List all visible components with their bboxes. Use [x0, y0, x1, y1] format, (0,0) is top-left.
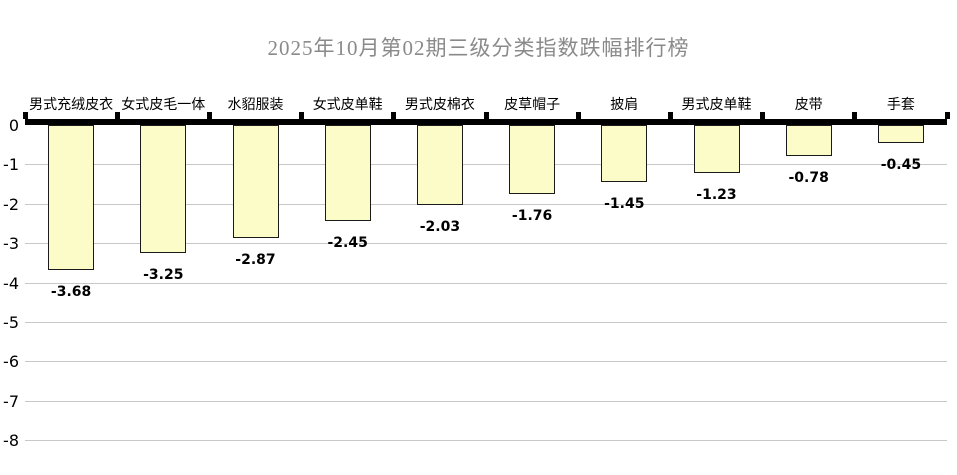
gridline: [25, 400, 947, 402]
category-label: 女式皮毛一体: [121, 98, 206, 113]
value-label: -0.45: [880, 156, 922, 173]
bar: [601, 125, 648, 183]
category-label: 水貂服装: [227, 98, 284, 113]
y-axis-tick-label: -5: [3, 312, 19, 332]
category-label: 女式皮单鞋: [312, 98, 383, 113]
bar: [693, 125, 740, 174]
category-label: 男式充绒皮衣: [29, 98, 114, 113]
x-axis-tick: [667, 112, 673, 119]
gridline: [25, 321, 947, 323]
y-axis-tick-label: -6: [3, 352, 19, 372]
x-axis-tick: [483, 112, 489, 119]
chart-title: 2025年10月第02期三级分类指数跌幅排行榜: [267, 36, 690, 60]
category-label: 男式皮单鞋: [681, 98, 752, 113]
x-axis-line: [25, 119, 947, 125]
value-label: -3.25: [143, 266, 184, 283]
x-axis-tick: [299, 112, 305, 119]
x-axis-tick: [114, 112, 120, 119]
value-label: -1.45: [604, 196, 645, 213]
category-label: 皮带: [794, 98, 823, 113]
x-axis-tick: [944, 112, 950, 119]
bar: [232, 125, 279, 238]
value-label: -0.78: [788, 169, 829, 186]
x-axis-tick: [852, 112, 858, 119]
y-axis-tick-label: -2: [3, 194, 19, 214]
bar: [140, 125, 187, 253]
x-axis-tick: [760, 112, 766, 119]
value-label: -3.68: [50, 283, 92, 300]
value-label: -2.03: [419, 218, 461, 235]
bar: [509, 125, 556, 195]
y-axis-tick-label: -4: [3, 273, 19, 293]
gridline: [25, 203, 947, 205]
value-label: -1.76: [511, 208, 553, 225]
bar: [324, 125, 371, 222]
x-axis-tick: [206, 112, 212, 119]
gridline: [25, 440, 947, 441]
y-axis-tick-label: -3: [3, 234, 19, 254]
category-label: 男式皮棉衣: [404, 98, 475, 113]
category-label: 披肩: [610, 98, 639, 113]
gridline: [25, 361, 947, 363]
gridline: [25, 164, 947, 166]
bar: [416, 125, 463, 205]
y-axis-tick-label: -7: [3, 391, 19, 411]
bar: [785, 125, 832, 156]
bar: [48, 125, 95, 270]
x-axis-tick: [391, 112, 397, 119]
x-axis-tick: [575, 112, 581, 119]
category-label: 皮草帽子: [504, 98, 561, 113]
x-axis-tick: [22, 112, 28, 119]
category-label: 手套: [886, 98, 915, 113]
gridline: [25, 282, 947, 284]
bar: [877, 125, 924, 143]
y-axis-tick-label: -8: [3, 431, 19, 450]
value-label: -1.23: [696, 187, 737, 204]
y-axis-tick-label: 0: [8, 116, 19, 135]
value-label: -2.87: [235, 252, 276, 268]
gridline: [25, 243, 947, 245]
value-label: -2.45: [327, 235, 368, 252]
y-axis-tick-label: -1: [3, 155, 19, 175]
